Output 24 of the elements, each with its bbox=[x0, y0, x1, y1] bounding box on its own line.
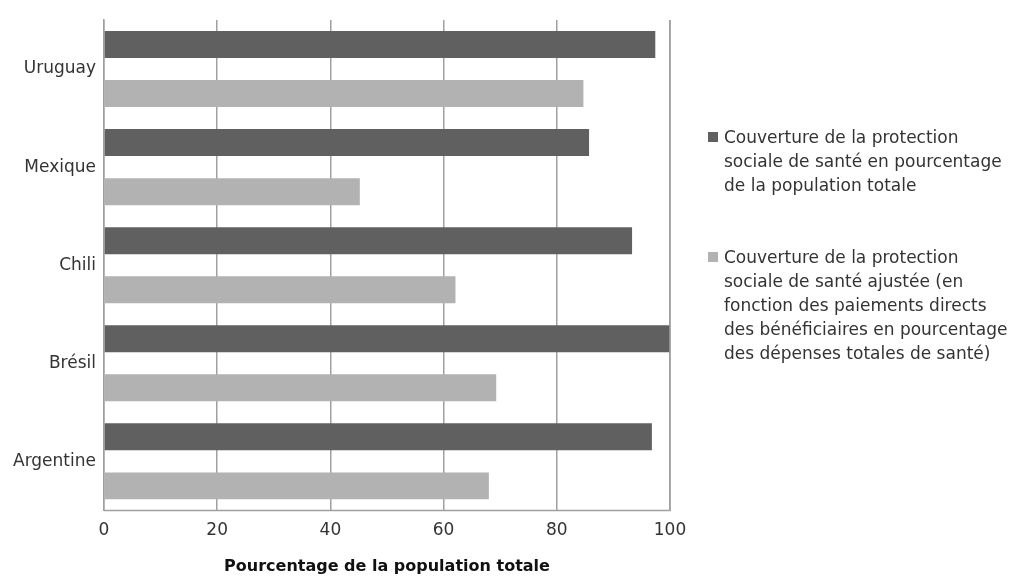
y-tick-label: Argentine bbox=[13, 449, 96, 470]
x-tick-label: 100 bbox=[653, 519, 687, 540]
y-tick-label: Mexique bbox=[24, 155, 96, 176]
bar bbox=[104, 472, 489, 500]
x-tick-label: 0 bbox=[98, 519, 110, 540]
bar bbox=[104, 227, 633, 255]
y-tick-label: Chili bbox=[59, 253, 96, 274]
y-tick-label: Brésil bbox=[48, 351, 96, 372]
x-tick-label: 80 bbox=[545, 519, 568, 540]
bar bbox=[104, 423, 652, 451]
legend-label: Couverture de la protection sociale de santé ajustée (en fonction des paiements directs des bénéficiaires en pourcentage des dépenses totales de santé) bbox=[724, 246, 1009, 365]
x-tick-label: 60 bbox=[432, 519, 455, 540]
x-axis-title: Pourcentage de la population totale bbox=[224, 555, 551, 575]
bar bbox=[104, 129, 590, 157]
bar bbox=[104, 178, 360, 206]
x-tick-label: 20 bbox=[206, 519, 228, 540]
bar bbox=[104, 325, 670, 353]
bar bbox=[104, 276, 456, 304]
x-tick-label: 40 bbox=[319, 519, 342, 540]
bar bbox=[104, 374, 497, 402]
y-tick-label: Uruguay bbox=[23, 57, 96, 78]
bar bbox=[104, 31, 656, 59]
bar bbox=[104, 80, 584, 108]
legend-label: Couverture de la protection sociale de santé en pourcentage de la population totale bbox=[724, 126, 1003, 197]
